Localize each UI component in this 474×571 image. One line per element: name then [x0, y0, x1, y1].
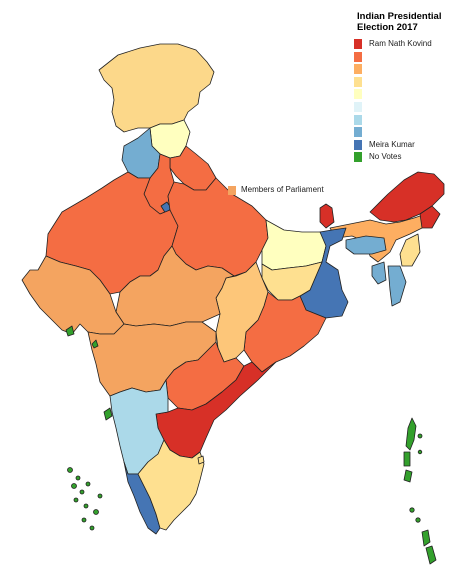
region-shape — [79, 489, 85, 495]
region-andaman-and-nicobar-islands — [403, 417, 437, 565]
legend-swatch — [354, 127, 362, 138]
region-jammu-and-kashmir — [98, 43, 215, 133]
legend-item — [354, 126, 472, 139]
region-shape — [425, 545, 437, 565]
region-shape — [399, 233, 421, 267]
region-shape — [91, 339, 99, 349]
legend-label: Ram Nath Kovind — [369, 39, 432, 48]
region-shape — [137, 439, 205, 531]
region-shape — [417, 433, 423, 439]
legend-item — [354, 101, 472, 114]
region-shape — [405, 417, 417, 451]
region-shape — [387, 265, 407, 307]
legend-item: No Votes — [354, 151, 472, 164]
region-shape — [109, 379, 169, 475]
region-tamil-nadu — [137, 439, 205, 531]
legend-item — [354, 114, 472, 127]
legend-swatch — [354, 39, 362, 49]
region-shape — [65, 325, 75, 337]
region-shape — [93, 509, 99, 515]
region-nagaland — [419, 205, 441, 229]
legend-label: Meira Kumar — [369, 139, 415, 149]
region-shape — [71, 483, 77, 489]
region-lakshadweep — [67, 467, 103, 531]
region-shape — [417, 449, 423, 455]
region-puducherry — [197, 455, 205, 465]
legend-item — [354, 63, 472, 76]
legend-label: No Votes — [369, 152, 402, 162]
legend-swatch — [354, 152, 362, 163]
mp-legend-swatch — [228, 186, 236, 195]
region-shape — [85, 481, 91, 487]
region-shape — [73, 497, 79, 503]
region-shape — [345, 235, 387, 255]
region-shape — [89, 525, 95, 531]
region-shape — [409, 507, 415, 513]
legend-item — [354, 88, 472, 101]
region-shape — [97, 493, 103, 499]
region-shape — [319, 203, 335, 229]
region-mizoram — [387, 265, 407, 307]
legend-item — [354, 51, 472, 64]
legend-swatch — [354, 64, 362, 75]
region-shape — [67, 467, 73, 473]
region-meghalaya — [345, 235, 387, 255]
legend-swatch — [354, 76, 362, 87]
region-shape — [75, 475, 81, 481]
region-shape — [415, 517, 421, 523]
legend-swatch — [354, 139, 362, 150]
region-goa — [103, 407, 113, 421]
region-karnataka — [109, 379, 169, 475]
region-shape — [261, 219, 327, 271]
region-shape — [371, 261, 387, 285]
legend-title: Indian Presidential Election 2017 — [357, 11, 442, 33]
region-tripura — [371, 261, 387, 285]
region-arunachal-pradesh — [369, 171, 445, 223]
region-shape — [103, 407, 113, 421]
region-shape — [403, 469, 413, 483]
region-shape — [403, 451, 411, 467]
region-shape — [421, 529, 431, 547]
region-manipur — [399, 233, 421, 267]
legend-swatch — [354, 51, 362, 62]
legend-item: Ram Nath Kovind — [354, 38, 472, 51]
legend-swatch — [354, 89, 362, 100]
region-daman-and-diu — [65, 325, 99, 349]
legend-swatch — [354, 101, 362, 112]
region-sikkim — [319, 203, 335, 229]
region-jharkhand — [261, 261, 323, 301]
region-shape — [197, 455, 205, 465]
region-shape — [83, 503, 89, 509]
region-bihar — [261, 219, 327, 271]
region-shape — [81, 517, 87, 523]
region-shape — [261, 261, 323, 301]
region-shape — [419, 205, 441, 229]
region-shape — [369, 171, 445, 223]
legend-item: Meira Kumar — [354, 139, 472, 152]
legend: Ram Nath Kovind Meira Kumar No Votes — [354, 38, 472, 164]
mp-legend-label: Members of Parliament — [241, 185, 324, 194]
region-shape — [98, 43, 215, 133]
legend-swatch — [354, 114, 362, 125]
legend-item — [354, 76, 472, 89]
